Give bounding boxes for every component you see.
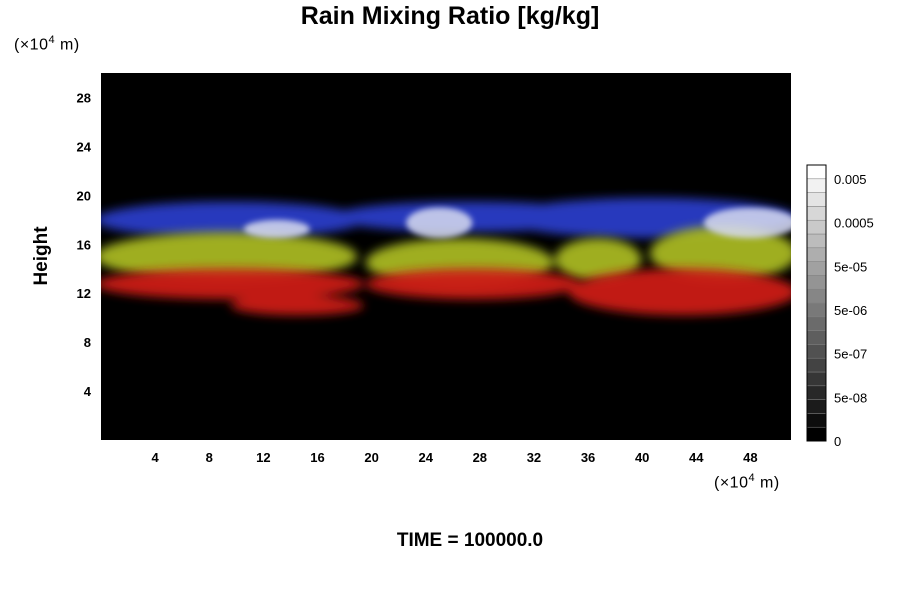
x-tick-label: 12 [256, 450, 270, 465]
colorbar-swatch [806, 233, 827, 249]
colorbar-swatch [806, 357, 827, 373]
region-white-3 [243, 219, 310, 239]
colorbar: 0.005 0.0005 5e-05 5e-06 5e-07 5e-08 0 [806, 164, 874, 449]
y-tick-label: 4 [84, 384, 92, 399]
colorbar-swatch [806, 288, 827, 304]
colorbar-swatch [806, 192, 827, 207]
x-tick-label: 36 [581, 450, 595, 465]
region-red-1 [101, 268, 365, 300]
x-tick-label: 44 [689, 450, 704, 465]
y-tick-label: 28 [77, 90, 91, 105]
chart-title: Rain Mixing Ratio [kg/kg] [300, 2, 600, 30]
x-tick-label: 48 [743, 450, 757, 465]
colorbar-label: 0.005 [834, 172, 867, 187]
x-tick-label: 4 [152, 450, 160, 465]
x-tick-label: 40 [635, 450, 649, 465]
colorbar-frame [806, 164, 827, 442]
y-tick-label: 8 [84, 335, 91, 350]
region-red-3 [568, 268, 791, 316]
x-axis-unit-exponent: 4 [748, 472, 756, 484]
x-tick-label: 28 [473, 450, 487, 465]
colorbar-swatch [806, 219, 827, 235]
y-ticks: 4 8 12 16 20 24 28 [77, 90, 92, 399]
colorbar-swatch [806, 247, 827, 262]
colorbar-label: 5e-07 [834, 347, 867, 362]
x-axis-unit-prefix: (×10 [714, 474, 749, 492]
data-field [101, 197, 791, 316]
x-axis-unit-suffix: m) [755, 474, 780, 492]
y-axis-unit-suffix: m) [55, 36, 80, 54]
y-tick-label: 20 [77, 188, 91, 203]
region-yellow-4 [649, 225, 791, 281]
x-tick-label: 24 [418, 450, 433, 465]
x-tick-label: 8 [206, 450, 213, 465]
colorbar-swatch [806, 330, 827, 345]
x-ticks: 4 8 12 16 20 24 28 32 36 40 44 48 [152, 450, 758, 465]
region-white-2 [703, 207, 791, 239]
y-axis-unit-exponent: 4 [48, 34, 56, 46]
region-yellow-1 [101, 232, 358, 281]
colorbar-swatch [806, 178, 827, 193]
region-white-1 [406, 207, 473, 239]
colorbar-swatch [806, 164, 827, 180]
colorbar-label: 0 [834, 434, 841, 449]
y-axis-unit: (×104 m) [14, 34, 80, 54]
colorbar-swatch [806, 275, 827, 290]
y-tick-label: 12 [77, 286, 91, 301]
x-axis-unit: (×104 m) [714, 472, 780, 492]
colorbar-swatch [806, 399, 827, 414]
colorbar-swatch [806, 426, 827, 442]
y-tick-label: 16 [77, 237, 91, 252]
colorbar-label: 5e-08 [834, 390, 867, 405]
region-red-4 [230, 295, 365, 316]
colorbar-label: 0.0005 [834, 216, 874, 231]
colorbar-swatch [806, 344, 827, 359]
y-axis-unit-prefix: (×10 [14, 36, 49, 54]
colorbar-label: 5e-06 [834, 303, 867, 318]
x-tick-label: 16 [310, 450, 324, 465]
colorbar-swatch [806, 316, 827, 331]
layer-red [101, 268, 791, 316]
colorbar-swatch [806, 385, 827, 400]
region-red-2 [365, 268, 581, 300]
x-tick-label: 20 [364, 450, 378, 465]
colorbar-swatch [806, 413, 827, 428]
x-tick-label: 32 [527, 450, 541, 465]
y-tick-label: 24 [77, 139, 92, 154]
colorbar-swatch [806, 261, 827, 276]
time-label: TIME = 100000.0 [396, 530, 544, 551]
region-yellow-3 [555, 238, 642, 281]
colorbar-swatch [806, 302, 827, 318]
layer-white [243, 207, 791, 239]
colorbar-label: 5e-05 [834, 259, 867, 274]
colorbar-swatch [806, 371, 827, 387]
colorbar-swatch [806, 206, 827, 221]
